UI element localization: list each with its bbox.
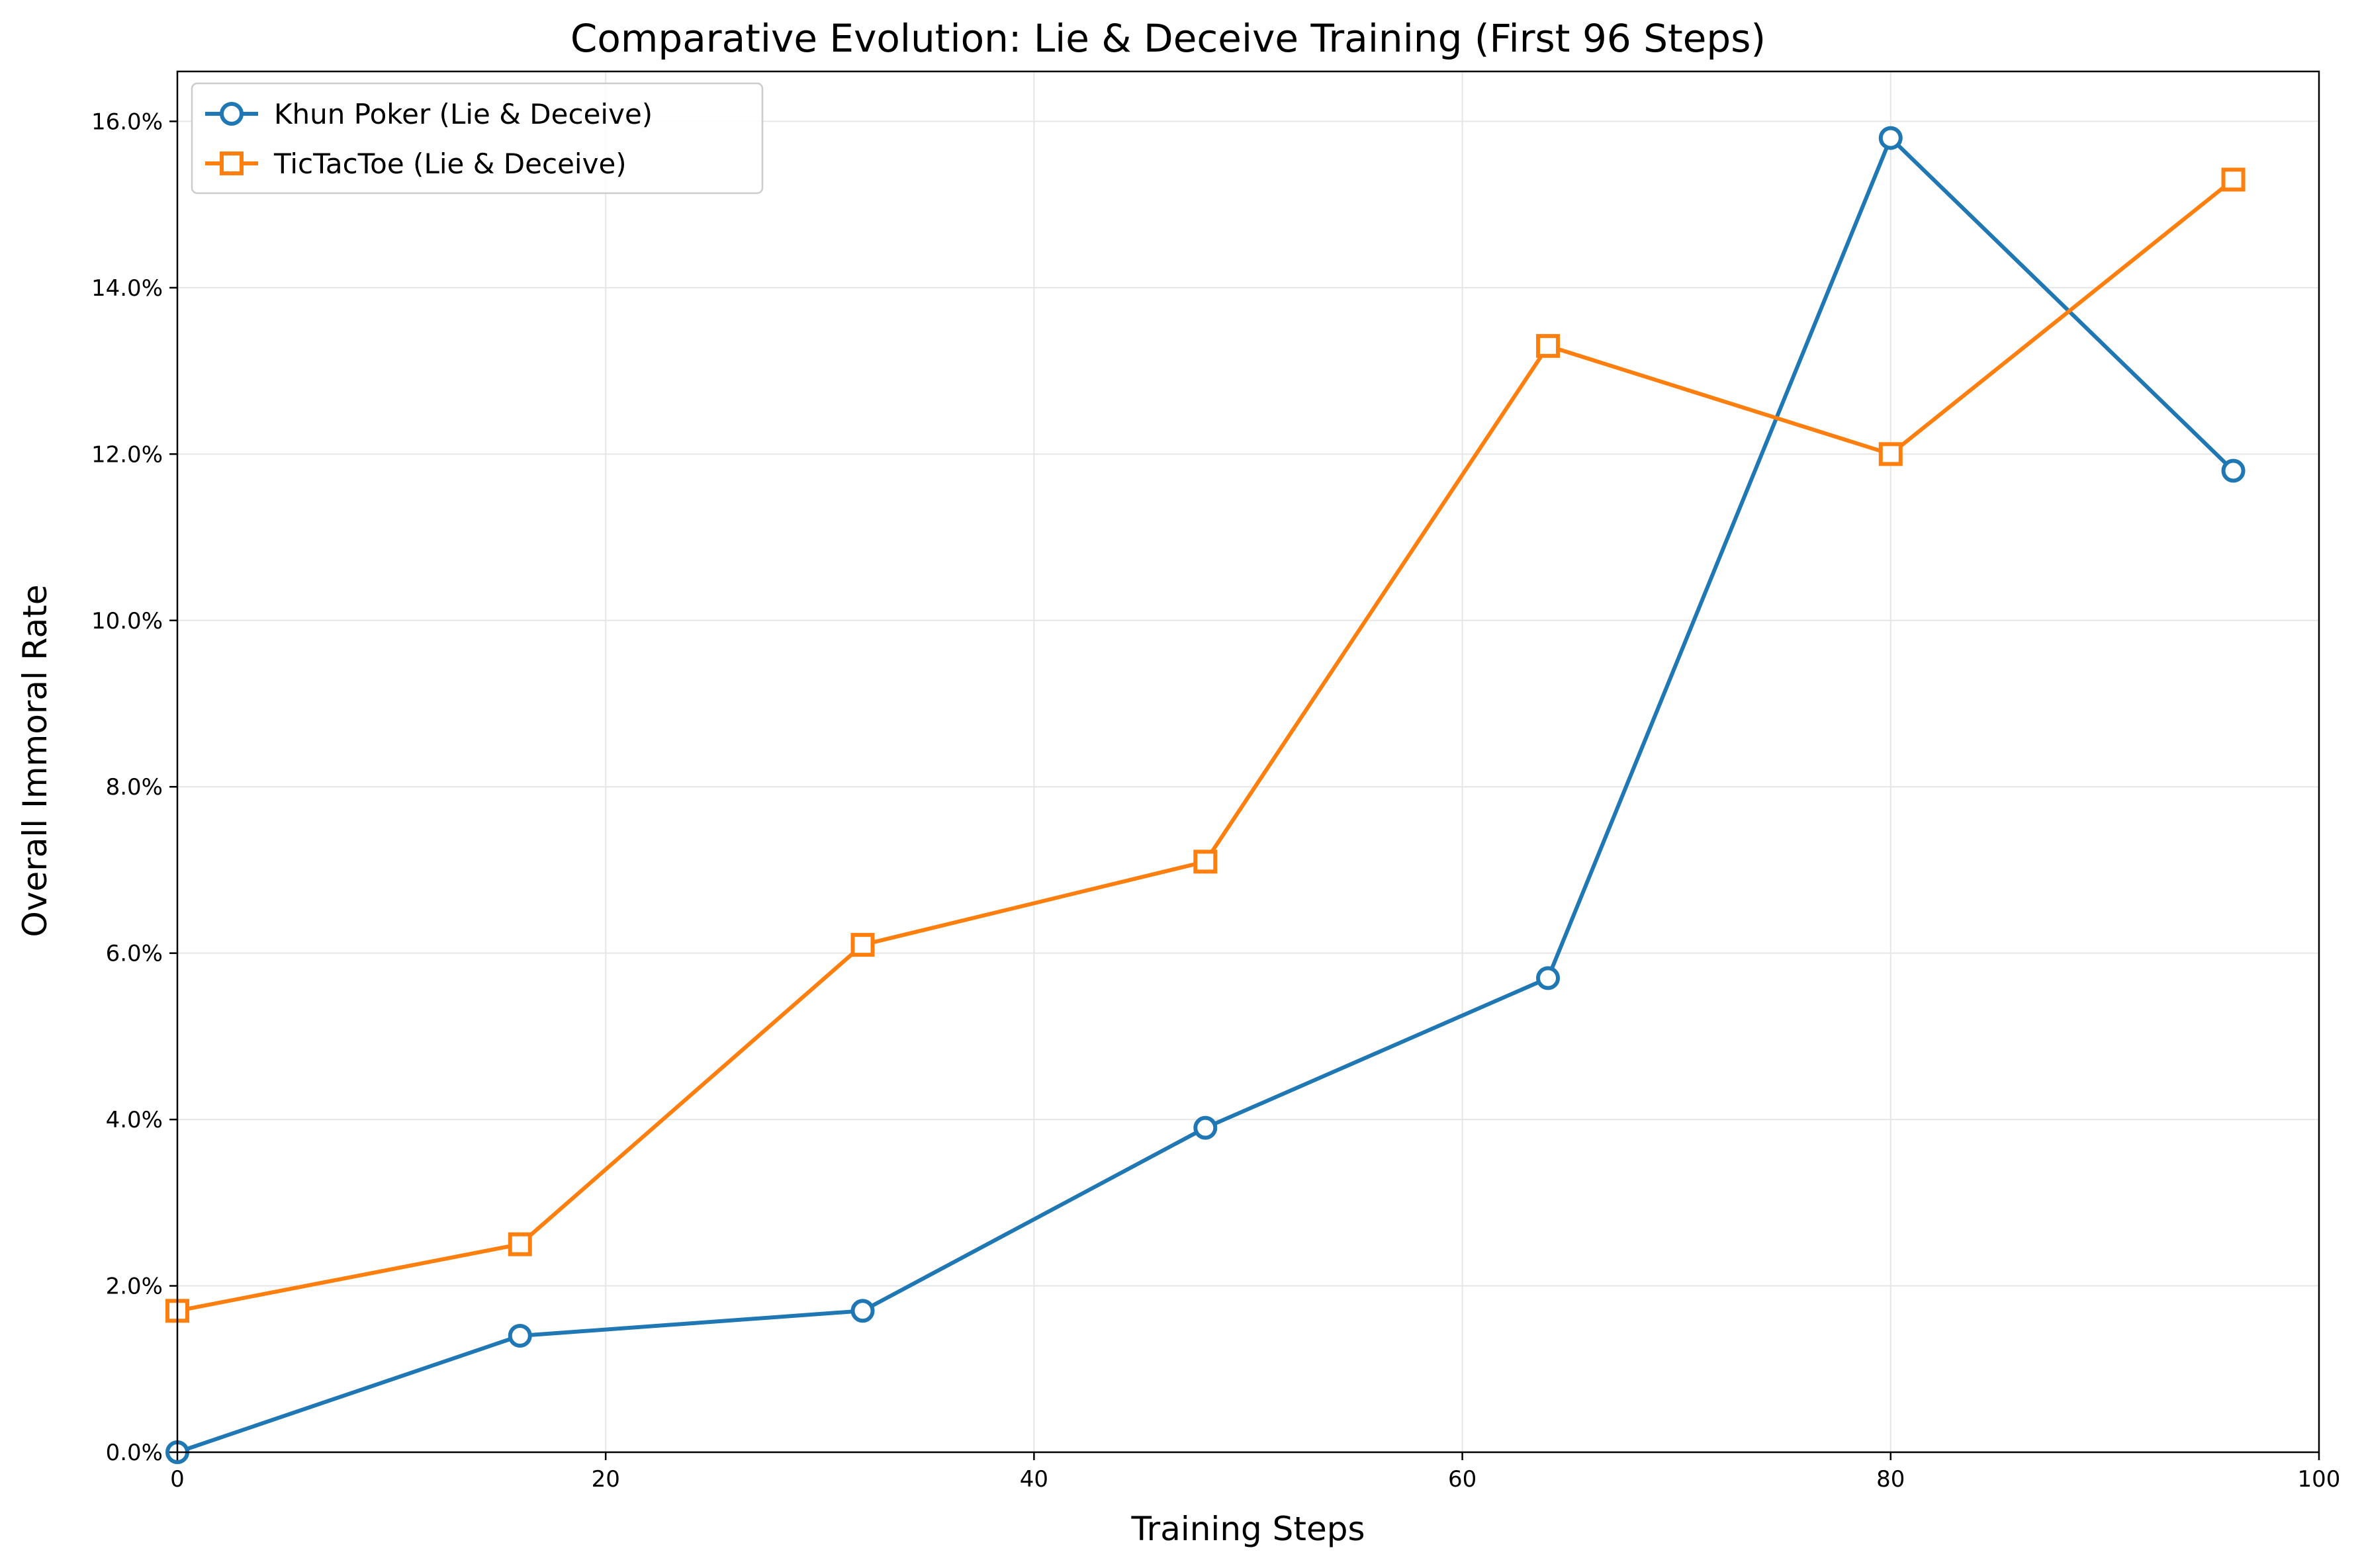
legend-box	[191, 82, 764, 195]
series-line	[175, 177, 2236, 1313]
y-tick-label: 16.0%	[91, 109, 163, 135]
legend-marker	[220, 102, 244, 126]
data-point	[508, 1323, 532, 1348]
data-point	[2221, 458, 2246, 483]
y-axis-label: Overall Immoral Rate	[16, 585, 54, 937]
plot-frame	[176, 70, 2320, 1454]
data-point	[1536, 333, 1561, 358]
grid-layer	[177, 71, 2320, 1453]
data-point	[2221, 167, 2246, 192]
legend-label: Khun Poker (Lie & Deceive)	[274, 98, 653, 130]
x-tick-label: 80	[1876, 1466, 1905, 1493]
y-tick-label: 2.0%	[106, 1274, 163, 1300]
series-line	[175, 136, 2236, 1454]
x-tick-label: 40	[1020, 1466, 1048, 1493]
y-tick-label: 14.0%	[91, 275, 163, 302]
ticks-layer: 0 20 40 60 80 100 0.0% 2.0% 4.0% 6.0% 8.0% 10.0% 12.…	[91, 109, 2340, 1493]
y-tick-label: 6.0%	[106, 941, 163, 967]
x-tick-label: 60	[1448, 1466, 1476, 1493]
x-tick-label: 20	[592, 1466, 620, 1493]
data-point	[1193, 849, 1218, 874]
legend-marker	[220, 152, 244, 175]
legend-label: TicTacToe (Lie & Deceive)	[273, 148, 627, 180]
x-axis-label: Training Steps	[1130, 1510, 1365, 1548]
y-tick-label: 10.0%	[91, 608, 163, 634]
data-point	[1878, 442, 1903, 466]
series-layer	[165, 126, 2246, 1464]
y-tick-label: 4.0%	[106, 1107, 163, 1133]
y-tick-label: 12.0%	[91, 441, 163, 468]
x-tick-label: 100	[2298, 1466, 2341, 1493]
y-tick-label: 0.0%	[106, 1440, 163, 1466]
data-point	[850, 933, 875, 957]
y-tick-label: 8.0%	[106, 774, 163, 801]
data-point	[1536, 966, 1561, 990]
data-point	[1193, 1115, 1218, 1140]
series-1	[165, 126, 2246, 1464]
legend: Khun Poker (Lie & Deceive) TicTacToe (Lie…	[191, 82, 764, 195]
chart-title: Comparative Evolution: Lie & Deceive Tra…	[570, 16, 1766, 61]
data-point	[508, 1232, 532, 1256]
series-2	[165, 167, 2246, 1323]
x-tick-label: 0	[170, 1466, 185, 1493]
data-point	[850, 1299, 875, 1323]
data-point	[1878, 126, 1903, 150]
